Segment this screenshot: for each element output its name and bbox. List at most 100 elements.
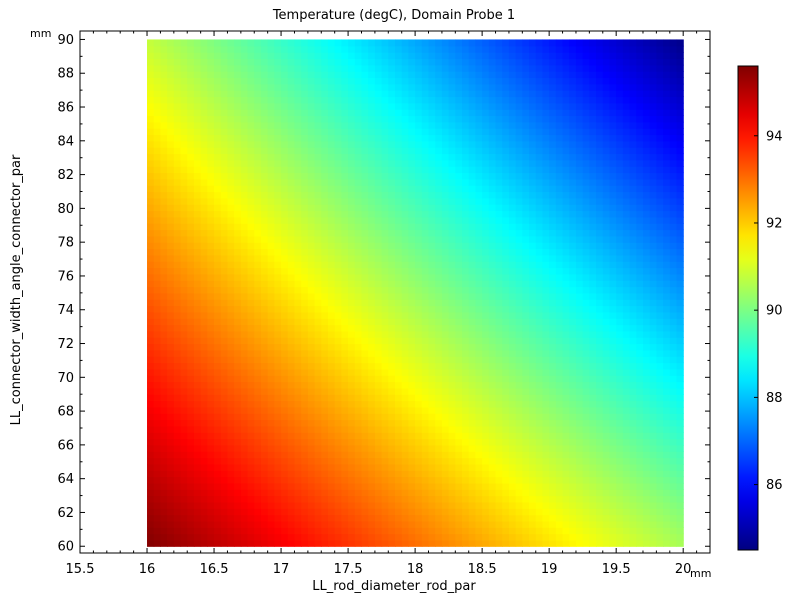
heatmap-cell <box>482 166 490 174</box>
heatmap-cell <box>307 172 316 180</box>
heatmap-cell <box>334 292 342 300</box>
heatmap-cell <box>220 482 229 490</box>
heatmap-cell <box>341 223 349 231</box>
heatmap-cell <box>281 242 289 250</box>
heatmap-cell <box>562 489 570 497</box>
heatmap-cell <box>354 311 363 319</box>
heatmap-cell <box>435 292 443 300</box>
heatmap-cell <box>173 172 182 180</box>
heatmap-cell <box>214 337 222 345</box>
heatmap-cell <box>495 451 503 459</box>
heatmap-cell <box>555 261 564 269</box>
heatmap-cell <box>207 77 215 85</box>
heatmap-cell <box>508 349 517 357</box>
heatmap-cell <box>160 375 168 383</box>
heatmap-cell <box>522 254 530 262</box>
heatmap-cell <box>468 261 477 269</box>
heatmap-cell <box>555 115 564 123</box>
heatmap-cell <box>220 533 229 541</box>
heatmap-cell <box>542 362 550 370</box>
heatmap-cell <box>535 375 544 383</box>
heatmap-cell <box>468 539 477 547</box>
heatmap-cell <box>421 64 430 72</box>
heatmap-cell <box>160 172 168 180</box>
heatmap-cell <box>441 273 450 281</box>
heatmap-cell <box>187 147 195 155</box>
heatmap-cell <box>240 109 249 117</box>
heatmap-cell <box>441 223 450 231</box>
heatmap-cell <box>227 109 235 117</box>
heatmap-cell <box>468 356 477 364</box>
heatmap-cell <box>455 432 463 440</box>
heatmap-cell <box>321 406 329 414</box>
heatmap-cell <box>549 216 557 224</box>
heatmap-cell <box>361 166 369 174</box>
heatmap-cell <box>274 140 282 148</box>
plot-frame <box>79 30 711 554</box>
heatmap-cell <box>381 134 389 142</box>
heatmap-cell <box>448 324 456 332</box>
heatmap-cell <box>294 495 302 503</box>
heatmap-cell <box>307 432 316 440</box>
heatmap-cell <box>508 305 517 313</box>
heatmap-cell <box>475 451 483 459</box>
heatmap-cell <box>307 457 316 465</box>
heatmap-cell <box>348 178 356 186</box>
heatmap-cell <box>361 235 369 243</box>
heatmap-cell <box>187 425 195 433</box>
heatmap-cell <box>274 514 282 522</box>
heatmap-cell <box>281 482 289 490</box>
heatmap-cell <box>254 223 262 231</box>
heatmap-cell <box>354 261 363 269</box>
heatmap-cell <box>408 204 416 212</box>
heatmap-cell <box>555 52 564 60</box>
heatmap-cell <box>207 432 215 440</box>
heatmap-cell <box>147 406 155 414</box>
heatmap-cell <box>321 90 329 98</box>
heatmap-cell <box>415 254 423 262</box>
heatmap-cell <box>180 501 188 509</box>
heatmap-cell <box>374 375 383 383</box>
heatmap-cell <box>441 210 450 218</box>
heatmap-cell <box>482 520 490 528</box>
heatmap-cell <box>240 419 249 427</box>
heatmap-cell <box>153 172 162 180</box>
heatmap-cell <box>334 406 342 414</box>
heatmap-cell <box>535 438 544 446</box>
heatmap-cell <box>200 77 208 85</box>
heatmap-cell <box>267 343 275 351</box>
heatmap-cell <box>254 343 262 351</box>
heatmap-cell <box>522 102 530 110</box>
heatmap-cell <box>307 520 316 528</box>
heatmap-cell <box>267 444 275 452</box>
heatmap-cell <box>502 482 510 490</box>
heatmap-cell <box>220 406 229 414</box>
heatmap-cell <box>281 400 289 408</box>
heatmap-cell <box>281 210 289 218</box>
heatmap-cell <box>260 204 269 212</box>
heatmap-cell <box>408 45 416 53</box>
heatmap-cell <box>307 299 316 307</box>
heatmap-cell <box>214 432 222 440</box>
heatmap-cell <box>535 305 544 313</box>
heatmap-cell <box>160 419 168 427</box>
heatmap-cell <box>482 438 490 446</box>
heatmap-cell <box>428 71 436 79</box>
heatmap-cell <box>455 280 463 288</box>
heatmap-cell <box>562 349 570 357</box>
heatmap-cell <box>535 356 544 364</box>
heatmap-cell <box>180 273 188 281</box>
heatmap-cell <box>408 83 416 91</box>
heatmap-cell <box>334 128 342 136</box>
heatmap-cell <box>428 375 436 383</box>
heatmap-cell <box>274 527 282 535</box>
heatmap-cell <box>462 489 470 497</box>
heatmap-cell <box>301 451 309 459</box>
heatmap-cell <box>401 204 410 212</box>
heatmap-cell <box>421 337 430 345</box>
heatmap-cell <box>247 337 255 345</box>
heatmap-cell <box>153 115 162 123</box>
heatmap-cell <box>448 172 456 180</box>
heatmap-cell <box>522 520 530 528</box>
heatmap-cell <box>381 58 389 66</box>
